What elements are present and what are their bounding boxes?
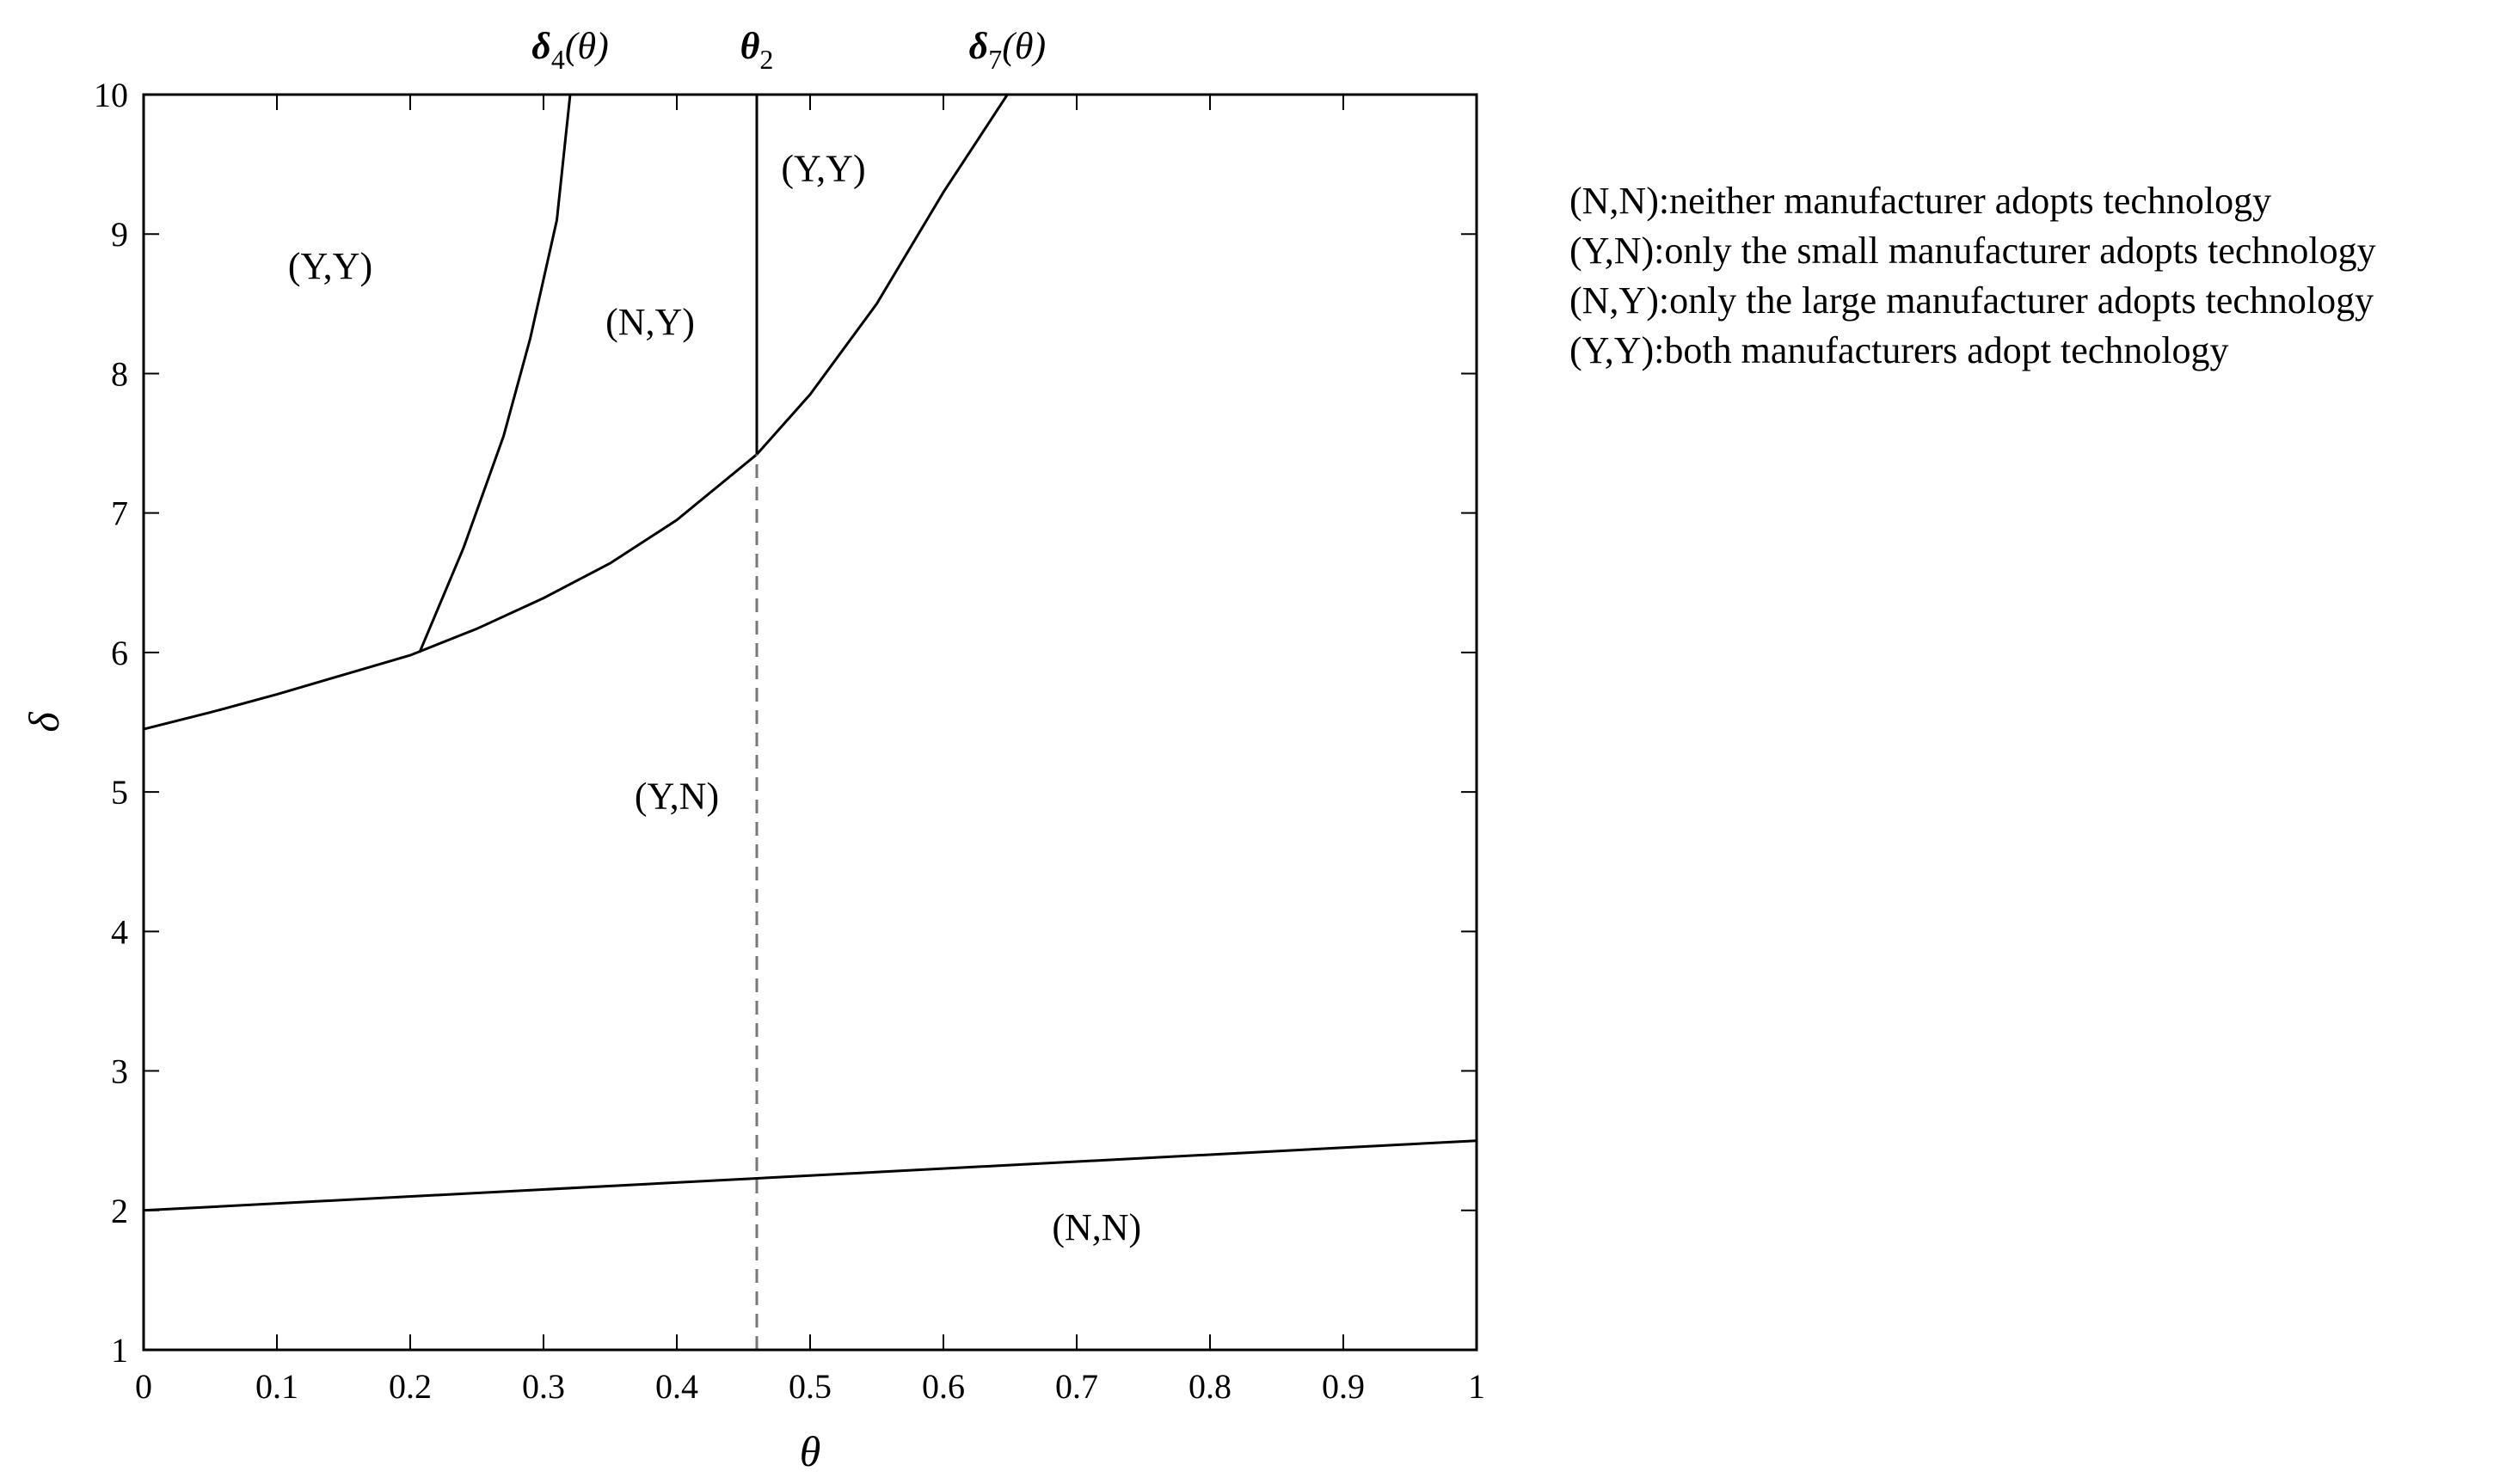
y-tick-label: 6 bbox=[111, 634, 128, 672]
legend-item-yy: (Y,Y):both manufacturers adopt technolog… bbox=[1569, 329, 2229, 371]
region-label: (N,N) bbox=[1052, 1206, 1141, 1248]
y-tick-label: 2 bbox=[111, 1192, 128, 1230]
region-label: (Y,Y) bbox=[781, 148, 865, 190]
y-tick-label: 9 bbox=[111, 215, 128, 254]
legend: (N,N):neither manufacturer adopts techno… bbox=[1569, 180, 2376, 371]
y-tick-label: 10 bbox=[94, 76, 128, 114]
x-tick-label: 0.8 bbox=[1189, 1367, 1232, 1406]
legend-item-nn: (N,N):neither manufacturer adopts techno… bbox=[1569, 180, 2271, 222]
y-tick-label: 5 bbox=[111, 773, 128, 812]
x-tick-label: 0 bbox=[135, 1367, 152, 1406]
legend-item-yn: (Y,N):only the small manufacturer adopts… bbox=[1569, 230, 2376, 272]
y-tick-label: 7 bbox=[111, 494, 128, 533]
region-label: (Y,Y) bbox=[288, 245, 372, 287]
x-tick-label: 0.5 bbox=[789, 1367, 832, 1406]
curve-label-delta7: δ7(θ) bbox=[969, 25, 1046, 75]
y-tick-label: 4 bbox=[111, 912, 128, 951]
x-tick-label: 0.1 bbox=[255, 1367, 298, 1406]
x-tick-label: 0.4 bbox=[655, 1367, 698, 1406]
plot-layer: δ7(θ) δ4(θ) θ2 (Y,Y) (N,Y) (Y,Y) (Y,N) (N,N) bbox=[143, 25, 1477, 1350]
y-tick-label: 8 bbox=[111, 354, 128, 393]
x-tick-label: 1 bbox=[1468, 1367, 1485, 1406]
series-line-lower_line bbox=[143, 1139, 1477, 1212]
legend-item-ny: (N,Y):only the large manufacturer adopts… bbox=[1569, 279, 2374, 322]
x-tick-label: 0.9 bbox=[1322, 1367, 1365, 1406]
region-label: (Y,N) bbox=[635, 776, 719, 818]
series-line-delta4 bbox=[418, 94, 572, 653]
y-axis-label: δ bbox=[20, 712, 68, 733]
curve-label-theta2_solid: θ2 bbox=[740, 25, 774, 75]
region-label: (N,Y) bbox=[605, 301, 695, 343]
x-axis-label: θ bbox=[800, 1427, 821, 1475]
series-line-delta7 bbox=[143, 94, 1009, 731]
y-tick-label: 3 bbox=[111, 1052, 128, 1091]
x-tick-label: 0.7 bbox=[1055, 1367, 1098, 1406]
x-tick-label: 0.3 bbox=[522, 1367, 565, 1406]
x-tick-label: 0.6 bbox=[922, 1367, 965, 1406]
ticks-layer: 0 0.1 0.2 0.3 0.4 0.5 0.6 0.7 0.8 0.9 1 1 2 3 4 5 6 7 8 9 10 bbox=[94, 76, 1485, 1406]
curve-label-delta4: δ4(θ) bbox=[531, 25, 608, 75]
x-tick-label: 0.2 bbox=[389, 1367, 432, 1406]
y-tick-label: 1 bbox=[111, 1331, 128, 1370]
